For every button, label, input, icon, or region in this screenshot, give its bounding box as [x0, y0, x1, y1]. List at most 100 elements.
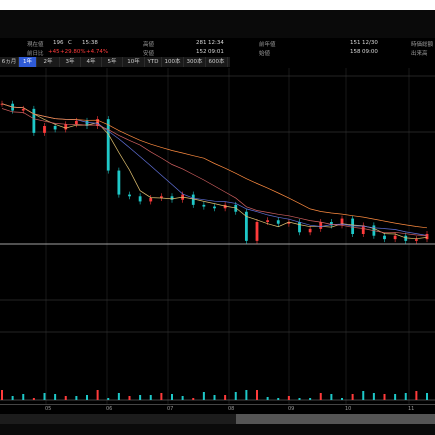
range-1y[interactable]: 1年: [19, 57, 37, 67]
volume-bar: [86, 395, 88, 400]
range-ytd[interactable]: YTD: [145, 57, 162, 67]
candle-body: [266, 220, 270, 222]
quote-info-panel: 現在値 196 C 15:38 前日比 +45 +29.80% +4.74% 高…: [0, 38, 435, 60]
toolbar: [0, 10, 435, 39]
candle-body: [287, 222, 291, 224]
range-10y[interactable]: 10年: [123, 57, 145, 67]
candle-body: [308, 228, 312, 233]
candle-body: [361, 225, 365, 234]
volume-bar: [181, 396, 184, 400]
candle-body: [117, 170, 121, 195]
volume-bar: [351, 394, 354, 400]
candle-body: [106, 119, 110, 171]
candle-body: [0, 103, 4, 105]
volume-bar: [266, 397, 269, 400]
volume-bar: [117, 393, 120, 400]
range-3y[interactable]: 3年: [60, 57, 81, 67]
range-5y[interactable]: 5年: [102, 57, 123, 67]
volume-bar: [64, 396, 67, 400]
candle-body: [404, 235, 408, 241]
title-bar: [0, 0, 435, 10]
range-selector: 6ヵ月 1年 2年 3年 4年 5年 10年 YTD 100本 300本 600…: [0, 57, 230, 67]
candle-body: [425, 234, 429, 240]
range-300[interactable]: 300本: [184, 57, 206, 67]
volume-bar: [234, 392, 237, 400]
range-2y[interactable]: 2年: [37, 57, 60, 67]
volume-bar: [160, 393, 163, 400]
high-time: 12:34: [208, 40, 224, 46]
range-600[interactable]: 600本: [206, 57, 228, 67]
month-tick: 07: [167, 406, 174, 412]
candle-body: [85, 120, 89, 126]
high-label: 高値: [143, 42, 155, 48]
candle-body: [383, 235, 386, 240]
price-chart[interactable]: [0, 68, 435, 408]
volume-bar: [1, 390, 3, 400]
time-axis: 05 06 07 08 09 10 11: [0, 404, 435, 415]
price-value: 196: [53, 40, 64, 46]
prev-time: 12/30: [362, 40, 378, 46]
volume-bar: [43, 393, 46, 400]
volume-bar: [394, 394, 397, 400]
price-time: 15:38: [82, 40, 98, 46]
candle-body: [298, 222, 301, 233]
volume-bar: [171, 394, 173, 400]
volume-bar: [256, 390, 258, 400]
volume-bar: [139, 395, 142, 400]
volume-bar: [149, 395, 152, 400]
high-value: 281: [196, 40, 207, 46]
volume-bar: [372, 393, 375, 400]
candle-body: [414, 239, 418, 241]
open-label: 始値: [259, 51, 271, 57]
candle-body: [340, 218, 344, 226]
candle-body: [255, 222, 259, 241]
navigator-window[interactable]: [236, 414, 435, 424]
volume-bar: [245, 390, 248, 400]
volume-bar: [202, 392, 205, 400]
candle-body: [170, 196, 174, 200]
volume-bar: [383, 394, 386, 400]
candle-body: [191, 194, 195, 205]
range-100[interactable]: 100本: [162, 57, 184, 67]
change-label: 前日比: [27, 51, 44, 57]
range-6m[interactable]: 6ヵ月: [0, 57, 19, 67]
volume-bar: [96, 390, 99, 400]
candle-body: [138, 196, 142, 202]
open-value: 158: [350, 49, 361, 55]
volume-bar: [426, 393, 428, 400]
range-navigator[interactable]: [0, 414, 435, 424]
candle-body: [213, 206, 216, 209]
candle-body: [21, 108, 25, 111]
prev-value: 151: [350, 40, 361, 46]
open-time: 09:00: [362, 49, 378, 55]
volume-bar: [192, 398, 195, 400]
low-label: 安値: [143, 51, 155, 57]
candle-body: [351, 218, 355, 234]
candle-body: [276, 220, 280, 224]
volume-bar: [32, 398, 35, 400]
change-value: +45: [48, 49, 60, 55]
candle-body: [329, 222, 333, 226]
prev-label: 前年値: [259, 42, 276, 48]
month-tick: 10: [345, 406, 352, 412]
volume-bar: [287, 396, 290, 400]
volume-bar: [415, 391, 418, 400]
volume-bar: [75, 396, 78, 400]
ma-vlong-line: [1, 103, 428, 229]
price-flag: C: [68, 40, 72, 46]
month-tick: 06: [106, 406, 113, 412]
change-percent-2: +4.74%: [86, 49, 109, 55]
volume-bar: [341, 398, 343, 400]
market-cap-label: 時価総額: [411, 42, 434, 48]
month-tick: 11: [408, 406, 415, 412]
ma-long-line: [1, 108, 428, 237]
range-4y[interactable]: 4年: [81, 57, 102, 67]
volume-bar: [319, 393, 322, 400]
change-percent: +29.80%: [60, 49, 86, 55]
candle-body: [43, 126, 46, 133]
volume-label: 出来高: [411, 51, 428, 57]
candle-body: [53, 126, 57, 130]
candle-body: [159, 196, 163, 198]
candle-body: [393, 235, 397, 240]
status-bar: [0, 424, 435, 435]
